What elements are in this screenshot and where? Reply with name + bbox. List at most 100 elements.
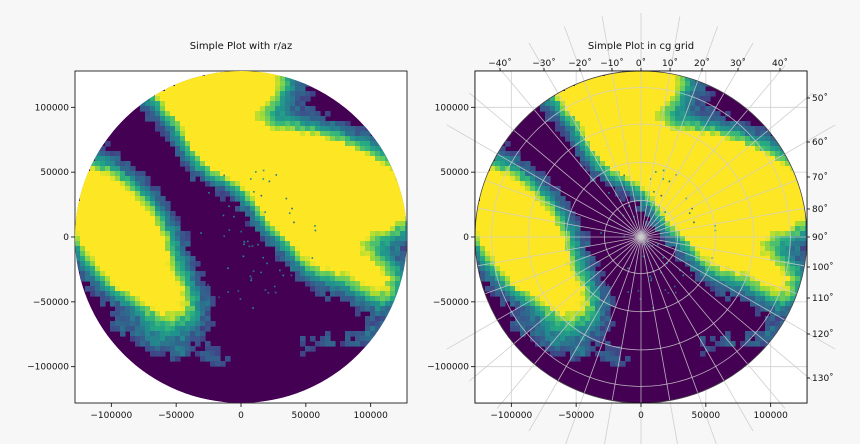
polar-radial-line [583,80,642,238]
echo-cell [290,121,296,127]
echo-cell [575,256,581,262]
echo-cell [345,226,351,232]
echo-cell [115,186,121,192]
echo-cell [570,236,576,242]
echo-cell [130,196,136,202]
echo-cell [305,146,311,152]
echo-cell [755,166,761,172]
echo-cell [535,191,541,197]
echo-cell [235,146,241,152]
echo-cell [195,116,201,122]
echo-cell [75,261,81,267]
echo-cell [395,226,401,232]
echo-cell [520,226,526,232]
echo-cell [690,231,696,237]
echo-cell [125,166,131,172]
echo-cell [345,246,351,252]
echo-cell [385,206,391,212]
echo-cell [160,311,166,317]
echo-cell [115,296,121,302]
echo-cell [175,101,181,107]
echo-cell [135,296,141,302]
echo-cell [85,206,91,212]
echo-cell [265,156,271,162]
echo-cell [285,256,291,262]
echo-cell [740,136,746,142]
echo-cell [130,201,136,207]
echo-cell [90,271,96,277]
echo-cell [300,196,306,202]
echo-cell [95,241,101,247]
echo-cell [670,176,676,182]
echo-cell [345,281,351,287]
echo-cell [150,296,156,302]
echo-cell [270,131,276,137]
echo-cell [545,236,551,242]
echo-cell [265,186,271,192]
echo-cell [160,211,166,217]
echo-cell [105,166,111,172]
echo-cell [330,276,336,282]
echo-cell [730,241,736,247]
echo-cell [135,271,141,277]
echo-cell [180,351,186,357]
echo-cell [175,81,181,87]
echo-cell [540,221,546,227]
echo-cell [165,91,171,97]
echo-cell [150,311,156,317]
echo-cell [695,176,701,182]
echo-cell [305,181,311,187]
echo-cell [555,231,561,237]
echo-cell [300,166,306,172]
echo-cell [110,161,116,167]
echo-cell [715,131,721,137]
echo-cell [255,186,261,192]
echo-cell [145,271,151,277]
echo-cell [670,91,676,97]
echo-cell [115,201,121,207]
echo-cell [800,236,806,242]
echo-cell [540,171,546,177]
echo-cell [720,241,726,247]
echo-cell [355,331,361,337]
echo-cell [495,216,501,222]
echo-cell [360,191,366,197]
echo-cell [175,221,181,227]
echo-cell [215,161,221,167]
echo-cell [755,296,761,302]
echo-cell [275,96,281,102]
echo-cell [355,266,361,272]
echo-cell [120,211,126,217]
echo-cell [730,156,736,162]
echo-cell [535,306,541,312]
echo-cell [535,341,541,347]
echo-cell [680,221,686,227]
echo-cell [90,201,96,207]
echo-cell [635,196,641,202]
echo-cell [640,86,646,92]
echo-cell [275,91,281,97]
echo-cell [685,156,691,162]
echo-cell [245,121,251,127]
echo-cell [250,91,256,97]
echo-cell [290,216,296,222]
echo-cell [570,241,576,247]
echo-cell [390,196,396,202]
echo-cell [670,186,676,192]
echo-cell [635,126,641,132]
echo-cell [160,301,166,307]
echo-cell [205,81,211,87]
echo-cell [170,141,176,147]
echo-cell [200,336,206,342]
echo-cell [650,196,656,202]
echo-cell [80,271,86,277]
echo-cell [195,296,201,302]
echo-cell [505,251,511,257]
echo-cell [355,336,361,342]
echo-cell [645,91,651,97]
echo-cell [690,211,696,217]
echo-cell [765,256,771,262]
echo-cell [530,196,536,202]
echo-cell [750,236,756,242]
echo-cell [555,216,561,222]
